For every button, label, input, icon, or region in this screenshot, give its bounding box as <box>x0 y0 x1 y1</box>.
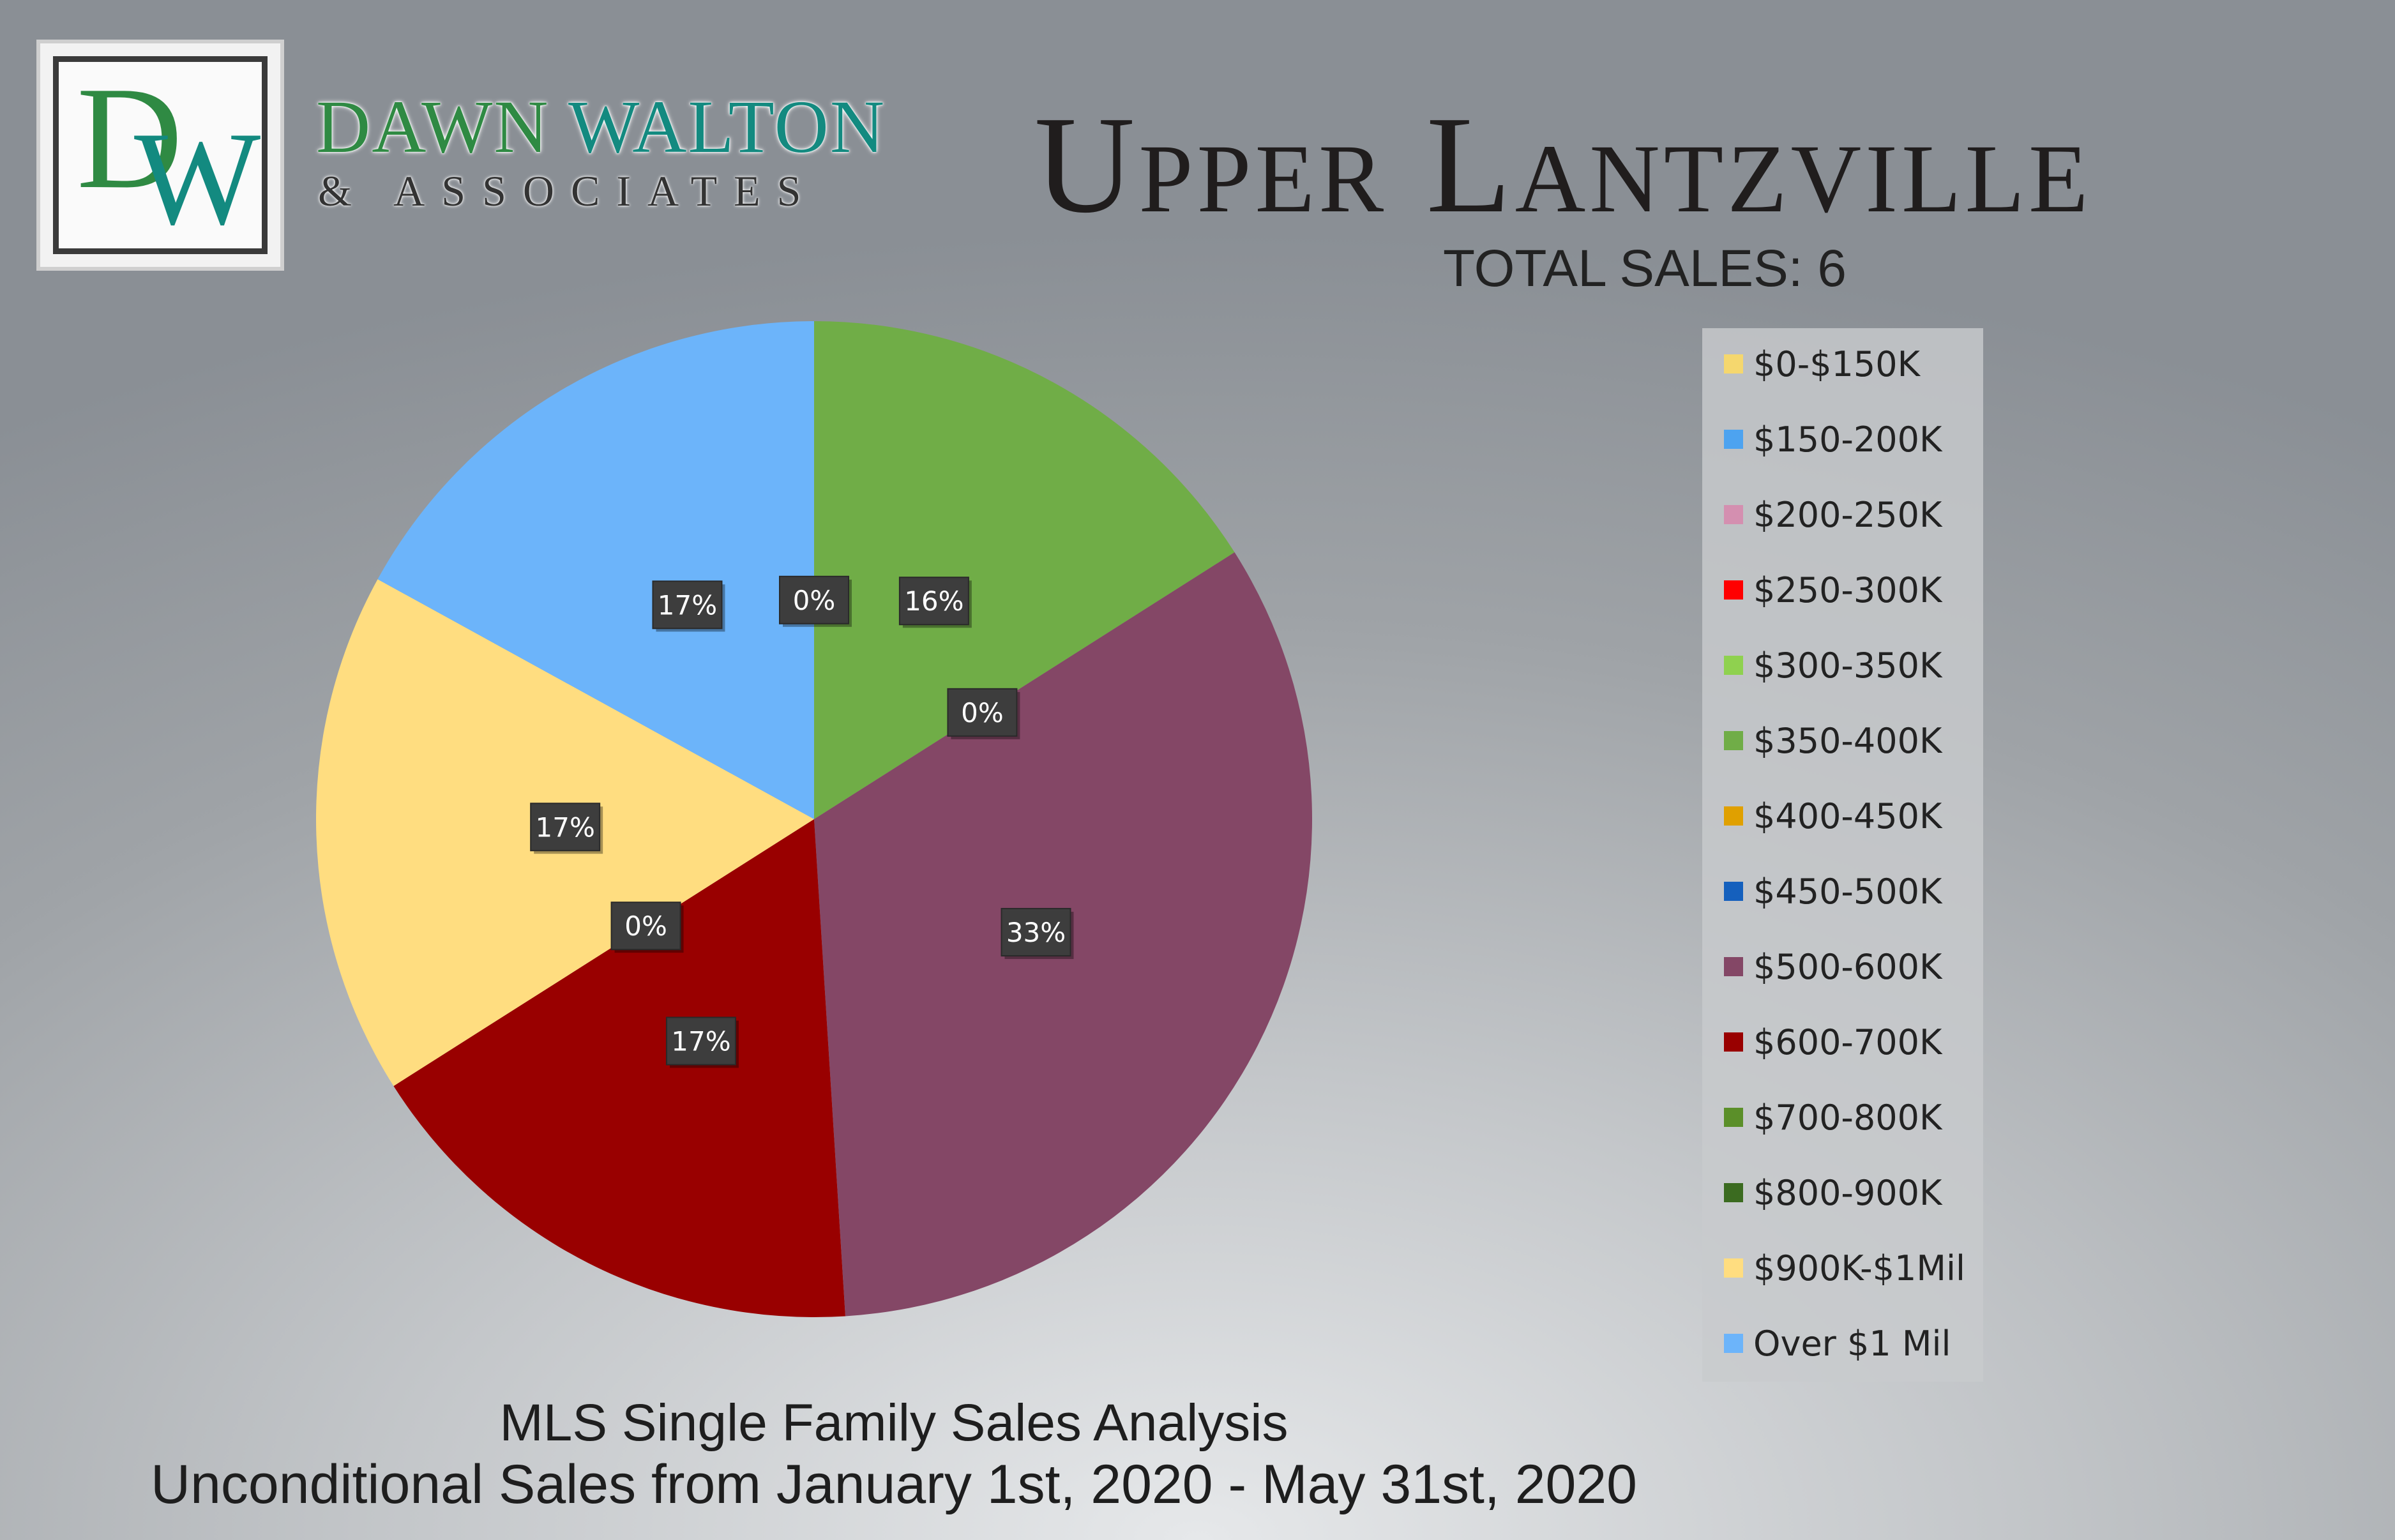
data-label-500-600k: 33% <box>1001 908 1074 960</box>
svg-text:0%: 0% <box>793 585 836 616</box>
legend-item-400-450k: $400-450K <box>1724 790 1942 842</box>
footer-title: MLS Single Family Sales Analysis <box>499 1394 1288 1452</box>
legend-swatch <box>1724 1258 1743 1278</box>
legend-swatch <box>1724 957 1743 976</box>
legend-swatch <box>1724 1183 1743 1202</box>
legend-label: Over $1 Mil <box>1753 1323 1951 1364</box>
legend-label: $800-900K <box>1753 1172 1942 1213</box>
legend-swatch <box>1724 806 1743 826</box>
legend-item-450-500k: $450-500K <box>1724 866 1942 917</box>
legend-item-0-150k: $0-$150K <box>1724 338 1920 389</box>
legend-label: $700-800K <box>1753 1097 1942 1138</box>
legend-swatch <box>1724 580 1743 600</box>
legend-swatch <box>1724 731 1743 750</box>
pie-slice-600-700k <box>393 819 845 1317</box>
svg-text:0%: 0% <box>961 697 1004 728</box>
brand-name: DAWN WALTON <box>316 89 886 165</box>
legend-swatch <box>1724 505 1743 524</box>
svg-text:17%: 17% <box>658 589 717 621</box>
legend-item-350-400k: $350-400K <box>1724 715 1942 766</box>
legend-label: $400-450K <box>1753 796 1942 836</box>
legend-label: $0-$150K <box>1753 343 1921 384</box>
data-label-600-700k: 17% <box>665 1016 739 1068</box>
legend-label: $900K-$1Mil <box>1753 1248 1965 1288</box>
legend-swatch <box>1724 1334 1743 1353</box>
legend-item-900k-1mil: $900K-$1Mil <box>1724 1242 1965 1294</box>
legend-label: $250-300K <box>1753 570 1942 610</box>
svg-text:17%: 17% <box>536 812 595 843</box>
logo-frame: D W <box>53 56 268 254</box>
brand-name-last: WALTON <box>568 85 886 169</box>
svg-text:17%: 17% <box>671 1025 730 1057</box>
legend-item-250-300k: $250-300K <box>1724 564 1942 615</box>
legend-item-200-250k: $200-250K <box>1724 489 1942 540</box>
legend-item-600-700k: $600-700K <box>1724 1016 1942 1068</box>
legend-item-800-900k: $800-900K <box>1724 1167 1942 1218</box>
chart-title: Upper Lantzville <box>1034 88 2092 242</box>
data-label-350-400k: 16% <box>898 577 972 628</box>
legend-swatch <box>1724 656 1743 675</box>
legend-label: $600-700K <box>1753 1022 1942 1062</box>
pie-slice-350-400k <box>814 321 1235 819</box>
legend-item-500-600k: $500-600K <box>1724 941 1942 992</box>
data-label-700-800k: 0% <box>610 902 684 953</box>
legend-swatch <box>1724 1032 1743 1052</box>
legend-swatch <box>1724 1108 1743 1127</box>
legend-swatch <box>1724 354 1743 374</box>
svg-text:0%: 0% <box>624 910 667 942</box>
legend-item-150-200k: $150-200K <box>1724 414 1942 465</box>
data-label-900k-1mil: 17% <box>530 803 603 854</box>
logo-letter-w: W <box>134 105 261 253</box>
data-label-400-450k: 0% <box>947 688 1020 739</box>
logo-letter-d: D <box>77 56 183 219</box>
brand-logo: D W <box>36 40 284 271</box>
total-sales: TOTAL SALES: 6 <box>1443 239 1847 298</box>
legend-item-over-1-mil: Over $1 Mil <box>1724 1318 1951 1369</box>
pie-chart: 16% 0% 33% 17% 0% 17% 17% 0% <box>315 321 1312 1317</box>
pie-slice-over-1-mil <box>377 321 814 819</box>
data-label-extra-0: 0% <box>779 575 852 627</box>
footer-date-range: Unconditional Sales from January 1st, 20… <box>150 1454 1638 1515</box>
legend-label: $450-500K <box>1753 871 1942 912</box>
data-label-over-1-mil: 17% <box>652 580 725 632</box>
svg-text:33%: 33% <box>1006 917 1066 948</box>
legend-label: $300-350K <box>1753 645 1942 686</box>
svg-text:16%: 16% <box>904 585 963 617</box>
legend-item-300-350k: $300-350K <box>1724 640 1942 691</box>
legend-label: $200-250K <box>1753 494 1942 535</box>
legend-item-700-800k: $700-800K <box>1724 1092 1942 1143</box>
legend-label: $150-200K <box>1753 419 1942 460</box>
legend-swatch <box>1724 882 1743 901</box>
brand-name-first: DAWN <box>316 85 550 169</box>
legend-swatch <box>1724 430 1743 449</box>
legend-label: $500-600K <box>1753 946 1942 987</box>
legend-label: $350-400K <box>1753 720 1942 761</box>
brand-subtitle: & ASSOCIATES <box>318 167 818 215</box>
chart-legend: $0-$150K $150-200K $200-250K $250-300K $300-… <box>1702 328 1983 1382</box>
